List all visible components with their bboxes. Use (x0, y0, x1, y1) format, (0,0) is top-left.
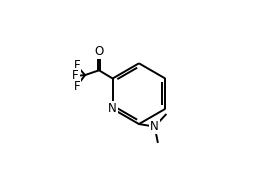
Text: F: F (73, 80, 80, 93)
Text: F: F (72, 69, 79, 82)
Text: N: N (150, 120, 159, 133)
Text: N: N (108, 102, 117, 115)
Text: F: F (73, 59, 80, 72)
Text: O: O (94, 45, 104, 58)
